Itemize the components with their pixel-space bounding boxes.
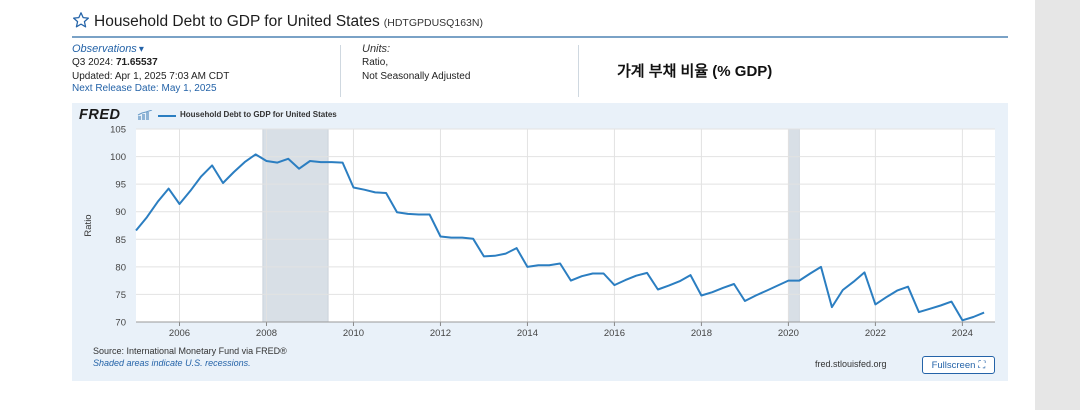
source-text: Source: International Monetary Fund via … — [93, 346, 287, 356]
recession-band — [262, 128, 329, 323]
y-tick-label: 100 — [110, 152, 126, 163]
y-tick-label: 70 — [115, 318, 126, 329]
observations-label[interactable]: Observations — [72, 43, 137, 55]
chevron-down-icon[interactable]: ▾ — [138, 44, 144, 55]
units-line-1: Ratio, — [362, 57, 389, 68]
x-tick-label: 2022 — [865, 328, 886, 339]
series-card: Household Debt to GDP for United States(… — [0, 0, 1035, 410]
recession-note: Shaded areas indicate U.S. recessions. — [93, 358, 251, 368]
x-tick-label: 2020 — [778, 328, 799, 339]
fullscreen-button[interactable]: Fullscreen ⛶ — [922, 356, 995, 374]
latest-value: 71.65537 — [115, 57, 158, 68]
korean-annotation: 가계 부채 비율 (% GDP) — [617, 63, 773, 80]
y-tick-label: 90 — [115, 207, 126, 218]
x-tick-label: 2012 — [430, 328, 451, 339]
recession-band — [788, 128, 800, 323]
x-tick-label: 2016 — [604, 328, 625, 339]
latest-period: Q3 2024: — [72, 57, 114, 68]
y-tick-label: 95 — [115, 180, 126, 191]
legend-swatch — [158, 115, 176, 117]
next-release-link[interactable]: Next Release Date: May 1, 2025 — [72, 83, 217, 94]
star-outline-icon[interactable] — [72, 11, 90, 29]
fullscreen-label[interactable]: Fullscreen — [931, 359, 976, 371]
x-tick-label: 2006 — [169, 328, 190, 339]
line-chart[interactable]: 70 75 80 85 90 95 100 105 2006 2008 2010 2012 2014 20… — [72, 122, 1008, 344]
x-tick-label: 2018 — [691, 328, 712, 339]
series-line — [135, 153, 985, 322]
units-line-2: Not Seasonally Adjusted — [362, 71, 471, 82]
series-title-text: Household Debt to GDP for United States — [94, 13, 380, 30]
updated-text: Updated: Apr 1, 2025 7:03 AM CDT — [72, 71, 230, 82]
x-tick-label: 2008 — [256, 328, 277, 339]
expand-icon[interactable]: ⛶ — [978, 359, 986, 371]
observations-dropdown[interactable]: Observations ▾ — [72, 43, 144, 55]
y-tick-label: 85 — [115, 235, 126, 246]
x-tick-label: 2024 — [952, 328, 973, 339]
latest-observation: Q3 2024: 71.65537 — [72, 57, 158, 68]
y-tick-label: 105 — [110, 125, 126, 136]
legend-label: Household Debt to GDP for United States — [180, 110, 337, 119]
y-axis-label: Ratio — [83, 214, 94, 236]
series-code: (HDTGPDUSQ163N) — [383, 17, 483, 29]
header-divider — [72, 36, 1008, 38]
x-tick-label: 2014 — [517, 328, 538, 339]
units-label: Units: — [362, 43, 391, 55]
x-tick-label: 2010 — [343, 328, 364, 339]
series-title: Household Debt to GDP for United States(… — [94, 13, 483, 31]
meta-divider — [578, 45, 579, 97]
y-tick-label: 75 — [115, 290, 126, 301]
meta-divider — [340, 45, 341, 97]
fred-chart-mark-icon — [137, 110, 153, 120]
site-url[interactable]: fred.stlouisfed.org — [815, 359, 887, 369]
fred-logo[interactable]: FRED — [79, 107, 121, 123]
y-tick-label: 80 — [115, 262, 126, 273]
